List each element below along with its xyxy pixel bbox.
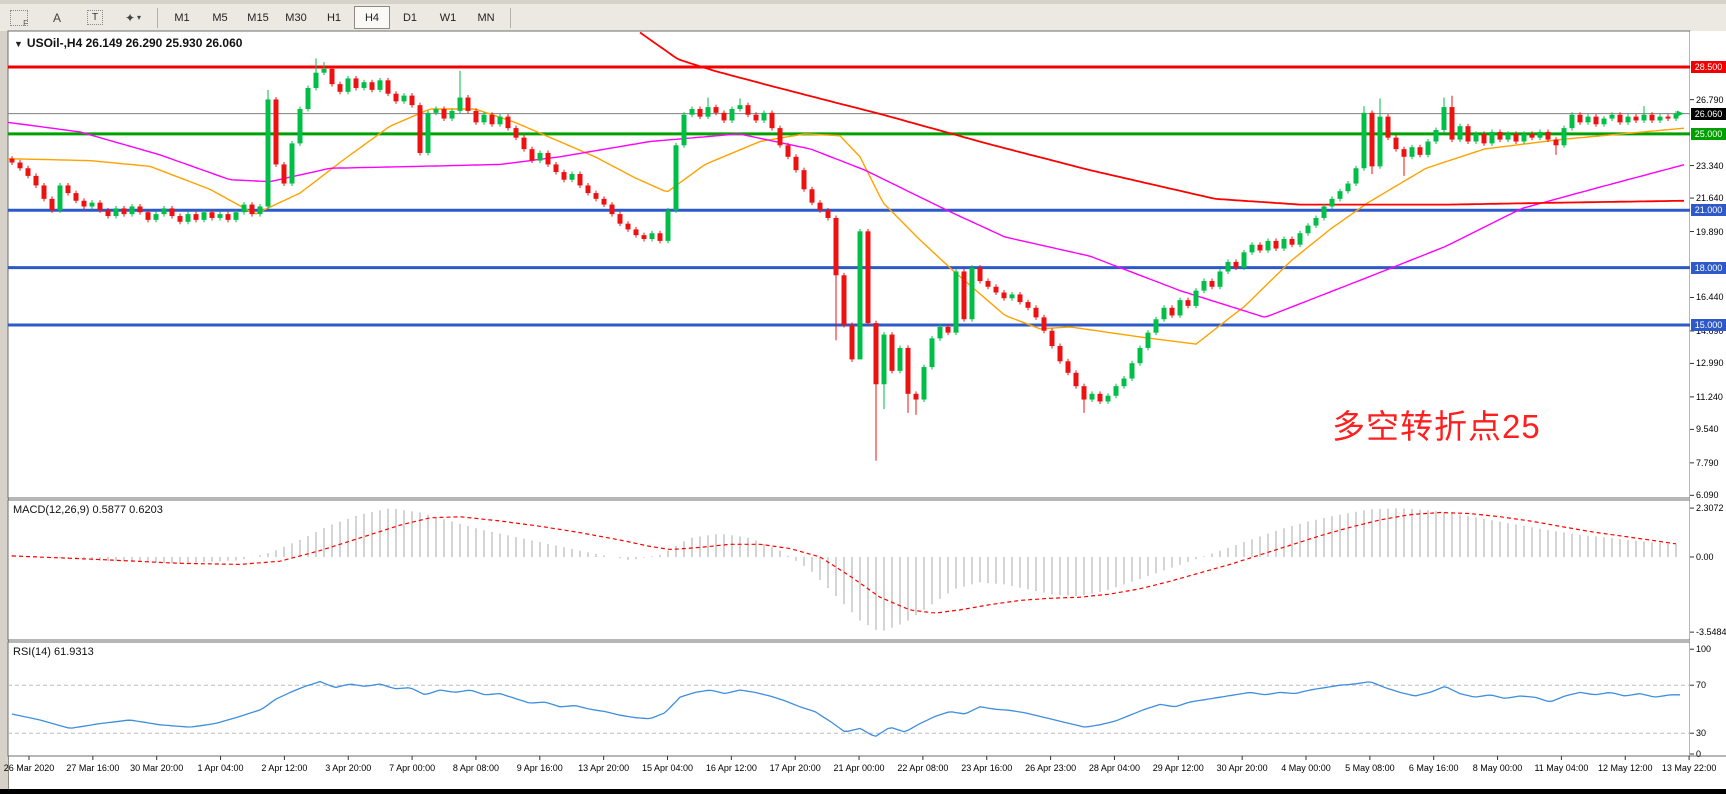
time-axis-label: 26 Mar 2020 bbox=[3, 763, 55, 773]
boxed-t-icon: T bbox=[87, 10, 103, 25]
time-axis-label: 6 May 16:00 bbox=[1408, 763, 1459, 773]
price-axis-tick: 7.790 bbox=[1696, 457, 1719, 468]
slow-ma-line bbox=[639, 31, 1684, 206]
timeframe-button-group: M1 M5 M15 M30 H1 H4 D1 W1 MN bbox=[163, 6, 505, 29]
macd-axis-tick: -3.5484 bbox=[1696, 627, 1726, 638]
rsi-axis-tick: 30 bbox=[1696, 728, 1707, 739]
time-axis-label: 30 Mar 20:00 bbox=[130, 763, 184, 773]
timeframe-button-m1[interactable]: M1 bbox=[174, 11, 190, 24]
chart-symbol-title: ▼ USOil-,H4 26.149 26.290 25.930 26.060 bbox=[14, 36, 243, 50]
chart-toolbar: A T ✦ ▾ M1 M5 M15 M30 H1 H4 D1 W1 MN bbox=[0, 4, 1726, 32]
price-axis-tick: 11.240 bbox=[1696, 391, 1723, 402]
time-axis-label: 1 Apr 04:00 bbox=[197, 763, 244, 773]
time-axis-label: 30 Apr 20:00 bbox=[1216, 763, 1268, 773]
time-axis-label: 13 Apr 20:00 bbox=[578, 763, 630, 773]
time-axis-label: 3 Apr 20:00 bbox=[325, 763, 372, 773]
timeframe-button-m15[interactable]: M15 bbox=[247, 11, 269, 24]
time-axis-label: 22 Apr 08:00 bbox=[897, 763, 949, 773]
text-label-tool-button[interactable]: A bbox=[39, 6, 75, 29]
time-axis-label: 4 May 00:00 bbox=[1281, 763, 1331, 773]
current-price-arrow bbox=[1677, 110, 1684, 117]
time-axis-label: 28 Apr 04:00 bbox=[1088, 763, 1140, 773]
macd-axis-tick: 0.00 bbox=[1696, 551, 1714, 562]
price-tag-25.000: 25.000 bbox=[1691, 127, 1726, 140]
time-axis-label: 15 Apr 04:00 bbox=[641, 763, 694, 773]
collapse-triangle-icon[interactable]: ▼ bbox=[14, 39, 23, 49]
text-box-tool-button[interactable]: T bbox=[77, 6, 113, 29]
time-axis-label: 23 Apr 16:00 bbox=[961, 763, 1013, 773]
time-axis-label: 11 May 04:00 bbox=[1534, 763, 1589, 773]
price-axis-tick: 12.990 bbox=[1696, 358, 1724, 369]
timeframe-button-m30[interactable]: M30 bbox=[285, 11, 307, 24]
time-axis-label: 29 Apr 12:00 bbox=[1152, 763, 1204, 773]
price-tag-28.500: 28.500 bbox=[1691, 60, 1726, 73]
time-axis-label: 26 Apr 23:00 bbox=[1025, 763, 1077, 773]
time-axis-label: 16 Apr 12:00 bbox=[705, 763, 757, 773]
time-axis-label: 13 May 22:00 bbox=[1661, 763, 1717, 773]
price-axis-tick: 19.890 bbox=[1696, 226, 1724, 237]
price-axis-tick: 23.340 bbox=[1696, 160, 1724, 171]
rsi-axis-tick: 70 bbox=[1696, 680, 1707, 691]
toolbar-separator bbox=[510, 7, 511, 28]
grid-f-icon bbox=[10, 9, 28, 28]
time-axis-label: 27 Mar 16:00 bbox=[66, 763, 120, 773]
time-axis-label: 5 May 08:00 bbox=[1345, 763, 1395, 773]
price-axis-tick: 21.640 bbox=[1696, 193, 1724, 204]
price-tag-15.000: 15.000 bbox=[1691, 319, 1726, 331]
chart-text-annotation[interactable]: 多空转折点25 bbox=[1332, 408, 1541, 445]
price-axis-tick: 6.090 bbox=[1696, 490, 1719, 501]
macd-indicator-label: MACD(12,26,9) 0.5877 0.6203 bbox=[13, 504, 163, 516]
toolbar-separator bbox=[157, 7, 158, 28]
price-tag-21.000: 21.000 bbox=[1691, 204, 1726, 217]
mid-ma-line bbox=[7, 121, 1685, 318]
time-axis-label: 7 Apr 00:00 bbox=[389, 763, 436, 773]
price-tag-26.060: 26.060 bbox=[1691, 107, 1726, 120]
shapes-icon: ✦ bbox=[124, 10, 136, 25]
timeframe-button-h1[interactable]: H1 bbox=[326, 11, 342, 24]
rsi-axis-tick: 100 bbox=[1696, 644, 1712, 655]
time-axis-label: 17 Apr 20:00 bbox=[769, 763, 821, 773]
time-axis-label: 8 Apr 08:00 bbox=[452, 763, 499, 773]
shapes-tool-button[interactable]: ✦ ▾ bbox=[115, 6, 151, 29]
macd-axis-tick: 2.3072 bbox=[1696, 503, 1724, 514]
time-axis-label: 12 May 12:00 bbox=[1597, 763, 1653, 773]
price-axis-tick: 9.540 bbox=[1696, 424, 1719, 435]
time-axis-label: 21 Apr 00:00 bbox=[833, 763, 885, 773]
chevron-down-icon: ▾ bbox=[137, 13, 142, 22]
time-axis-label: 8 May 00:00 bbox=[1472, 763, 1523, 773]
price-axis-tick: 16.440 bbox=[1696, 292, 1724, 303]
timeframe-button-m5[interactable]: M5 bbox=[212, 11, 228, 24]
timeframe-button-w1[interactable]: W1 bbox=[439, 11, 457, 24]
timeframe-button-d1[interactable]: D1 bbox=[402, 11, 418, 24]
rsi-axis-tick: 0 bbox=[1696, 749, 1702, 759]
letter-a-icon: A bbox=[52, 10, 61, 25]
fast-ma-line bbox=[7, 108, 1685, 345]
time-axis-label: 2 Apr 12:00 bbox=[261, 763, 308, 773]
macd-signal-line bbox=[11, 511, 1677, 614]
profiles-grid-icon-button[interactable] bbox=[1, 6, 37, 29]
rsi-line bbox=[11, 680, 1680, 737]
timeframe-button-h4[interactable]: H4 bbox=[354, 6, 390, 29]
time-axis-label: 9 Apr 16:00 bbox=[516, 763, 563, 773]
price-tag-18.000: 18.000 bbox=[1691, 261, 1726, 274]
bottom-status-strip bbox=[0, 789, 1726, 794]
timeframe-button-mn[interactable]: MN bbox=[477, 11, 495, 24]
rsi-indicator-label: RSI(14) 61.9313 bbox=[13, 646, 94, 658]
price-axis-tick: 26.790 bbox=[1696, 94, 1724, 105]
